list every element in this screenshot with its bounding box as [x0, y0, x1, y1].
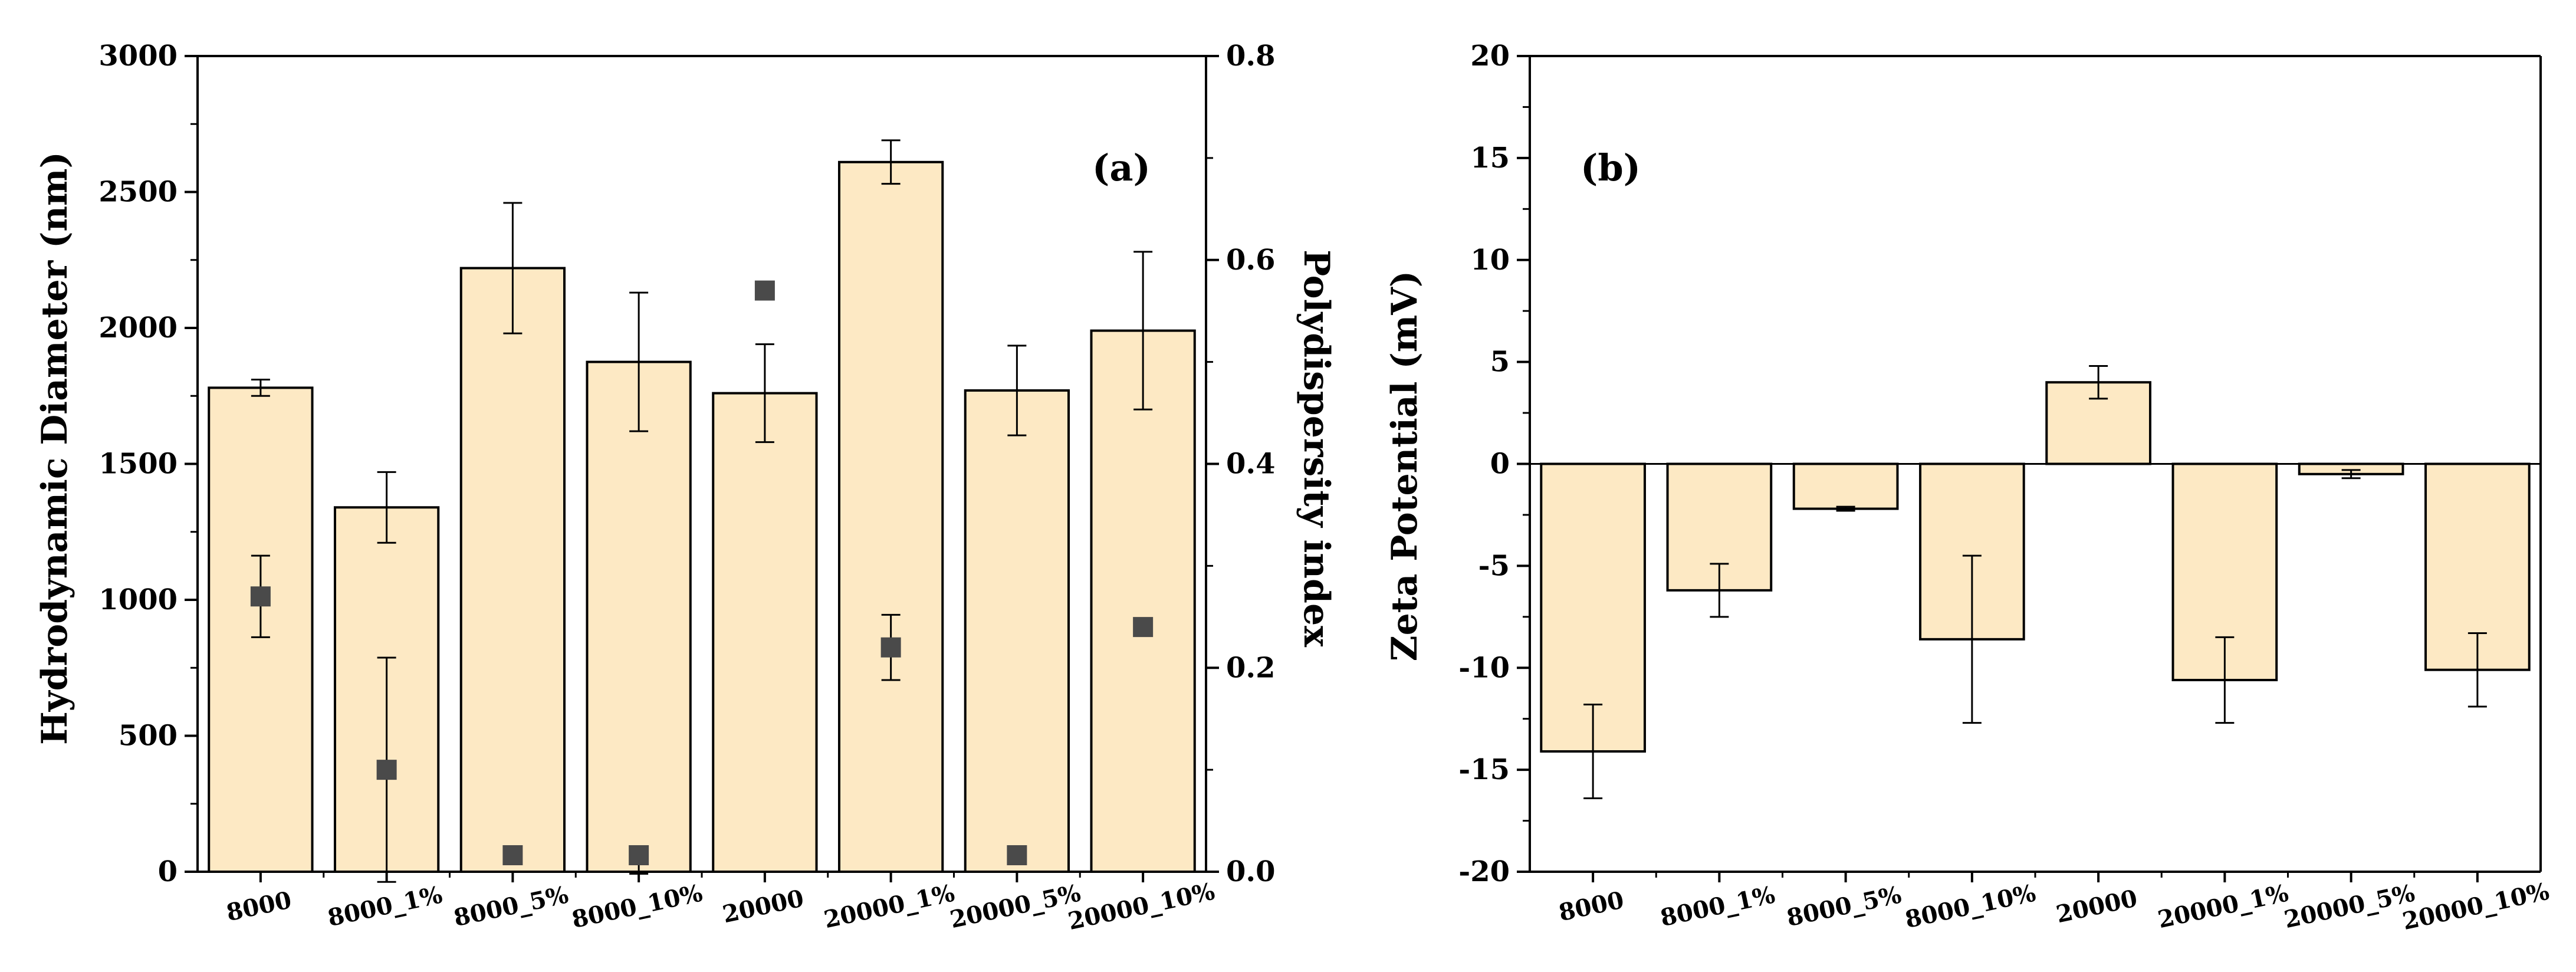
y2-tick-label: 0.8 [1226, 40, 1276, 73]
category-label: 20000 [720, 884, 806, 928]
pdi-marker [502, 845, 523, 865]
panel-a-ylabel: Hydrodynamic Diameter (nm) [34, 152, 75, 745]
bar-error [881, 139, 901, 185]
panel-a-y2label: Polydispersity index [1296, 249, 1337, 648]
bar-error [1583, 703, 1603, 800]
y-tick-label: 2000 [98, 311, 178, 344]
y-tick-label: -15 [1458, 753, 1510, 786]
category-label: 8000_5% [1785, 881, 1904, 932]
bar-error [2215, 636, 2235, 724]
category-label: 8000_10% [569, 879, 705, 934]
chart-a: 0 500 1000 1500 2000 2500 3000 0.0 0.2 0.4 0.6 0.8 8… [98, 40, 1275, 935]
bar-error [1133, 251, 1153, 411]
pdi-marker [754, 280, 775, 301]
y2-tick-label: 0.6 [1226, 244, 1276, 277]
bar-error [1007, 344, 1027, 436]
bar [1090, 329, 1196, 873]
bar-error [755, 343, 774, 444]
bar-error [2089, 365, 2108, 400]
bar-error [1710, 563, 1729, 618]
y-tick-label: 15 [1470, 142, 1510, 175]
bar [586, 360, 692, 873]
y-tick-label: 20 [1470, 40, 1510, 73]
bar-error [1836, 505, 1855, 512]
category-label: 20000 [2053, 884, 2140, 928]
y-tick-label: -20 [1458, 855, 1510, 888]
y-tick-label: 3000 [98, 40, 178, 73]
bar [964, 389, 1070, 873]
bar [1540, 462, 1646, 753]
category-label: 20000_10% [2400, 878, 2552, 936]
bar-error [377, 471, 396, 544]
y-tick-label: 2500 [98, 176, 178, 209]
category-label: 8000_1% [326, 881, 445, 932]
bar-error [629, 291, 649, 432]
y-tick-label: 500 [119, 720, 178, 753]
panel-b-ylabel: Zeta Potential (mV) [1384, 271, 1425, 661]
y-tick-label: 1500 [98, 448, 178, 481]
y-tick-label: 10 [1470, 244, 1510, 277]
y-tick-label: -5 [1478, 549, 1510, 582]
category-label: 20000_1% [2156, 879, 2291, 934]
category-label: 8000_5% [451, 881, 571, 932]
y-tick-label: 0 [158, 855, 178, 888]
bar [712, 392, 818, 873]
bar [1792, 462, 1899, 510]
y2-tick-label: 0.0 [1226, 855, 1276, 888]
category-label: 8000_10% [1903, 879, 2038, 934]
y2-tick-label: 0.2 [1226, 651, 1276, 684]
pdi-marker [1133, 617, 1154, 638]
pdi-marker [376, 760, 397, 780]
category-label: 8000 [1556, 886, 1627, 927]
category-label: 8000_1% [1658, 881, 1777, 932]
y-tick-label: 0 [1490, 448, 1510, 481]
bar-error [2467, 632, 2487, 708]
bar-error [1962, 554, 1982, 724]
category-label: 20000_5% [2282, 879, 2417, 934]
bar-error [503, 202, 523, 334]
panel-b-label: (b) [1581, 146, 1641, 189]
pdi-marker [880, 637, 901, 658]
y2-tick-label: 0.4 [1226, 448, 1276, 481]
bar [459, 267, 566, 873]
category-label: 20000_1% [822, 879, 957, 934]
y-tick-label: 1000 [98, 583, 178, 616]
category-label: 20000_5% [948, 879, 1083, 934]
category-label: 8000 [224, 886, 294, 927]
bar [837, 160, 944, 873]
pdi-marker [1007, 845, 1027, 865]
y-tick-label: 5 [1490, 346, 1510, 379]
category-label: 20000_10% [1066, 878, 1217, 936]
pdi-marker [629, 845, 649, 865]
bar-error [251, 379, 270, 397]
y-tick-label: -10 [1458, 651, 1510, 684]
panel-a-label: (a) [1092, 146, 1151, 189]
bar-error [2341, 469, 2361, 480]
pdi-marker [250, 586, 271, 607]
